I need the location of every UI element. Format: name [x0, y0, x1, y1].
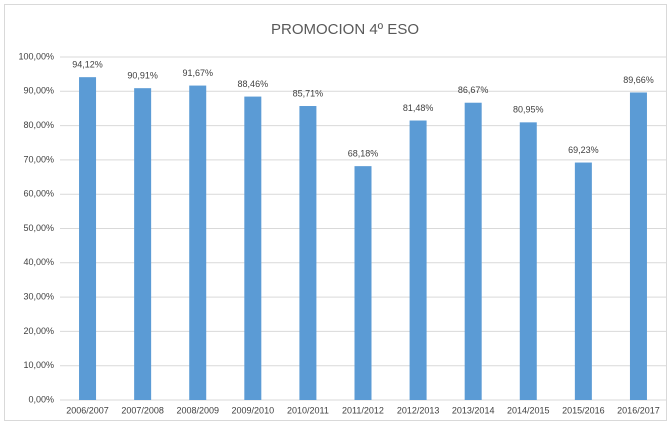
- chart-frame: [4, 4, 667, 421]
- bar: [189, 85, 207, 400]
- bar: [134, 88, 152, 400]
- data-label: 90,91%: [127, 71, 158, 81]
- bar: [354, 166, 372, 400]
- bar: [464, 102, 482, 401]
- data-label: 88,46%: [238, 79, 269, 89]
- data-label: 85,71%: [293, 88, 324, 98]
- data-label: 81,48%: [403, 103, 434, 113]
- x-tick-label: 2011/2012: [342, 405, 384, 415]
- x-tick-label: 2007/2008: [121, 405, 164, 415]
- bar: [299, 106, 317, 400]
- x-tick-label: 2010/2011: [287, 405, 329, 415]
- data-label: 69,23%: [568, 145, 599, 155]
- y-tick-label: 70,00%: [23, 154, 54, 164]
- x-tick-label: 2006/2007: [66, 405, 109, 415]
- y-tick-label: 20,00%: [23, 326, 54, 336]
- bar: [409, 120, 427, 401]
- x-tick-label: 2016/2017: [617, 405, 660, 415]
- y-tick-label: 60,00%: [23, 189, 54, 199]
- y-tick-label: 50,00%: [23, 223, 54, 233]
- x-tick-label: 2009/2010: [232, 405, 275, 415]
- y-tick-label: 0,00%: [28, 394, 54, 404]
- y-tick-label: 10,00%: [23, 360, 54, 370]
- chart-title: PROMOCION 4º ESO: [271, 21, 419, 38]
- data-label: 94,12%: [72, 60, 103, 70]
- bar: [79, 77, 97, 401]
- y-tick-label: 90,00%: [23, 86, 54, 96]
- data-label: 91,67%: [182, 68, 213, 78]
- data-label: 68,18%: [348, 149, 379, 159]
- x-tick-label: 2012/2013: [397, 405, 440, 415]
- y-tick-label: 100,00%: [18, 51, 54, 61]
- data-label: 86,67%: [458, 85, 489, 95]
- data-label: 80,95%: [513, 105, 544, 115]
- bar: [519, 122, 537, 401]
- y-tick-label: 80,00%: [23, 120, 54, 130]
- bar: [244, 96, 262, 400]
- x-tick-label: 2015/2016: [562, 405, 605, 415]
- y-tick-label: 40,00%: [23, 257, 54, 267]
- x-tick-label: 2008/2009: [176, 405, 219, 415]
- x-tick-label: 2013/2014: [452, 405, 495, 415]
- bar: [629, 92, 647, 401]
- data-label: 89,66%: [623, 75, 654, 85]
- x-tick-label: 2014/2015: [507, 405, 550, 415]
- y-tick-label: 30,00%: [23, 291, 54, 301]
- bar: [574, 162, 592, 400]
